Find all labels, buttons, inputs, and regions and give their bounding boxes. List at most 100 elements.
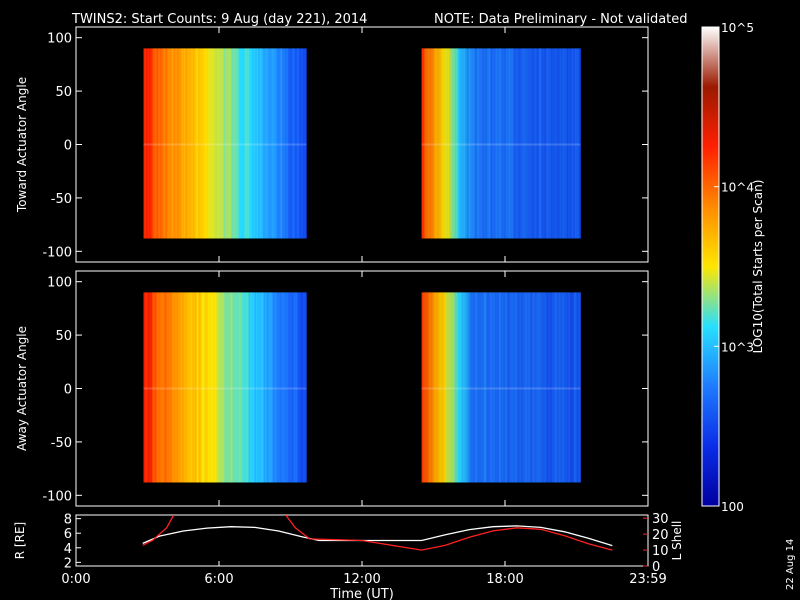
heatmap-stripe — [151, 292, 153, 483]
heatmap-stripe — [232, 48, 234, 239]
heatmap-stripe — [256, 48, 258, 239]
heatmap-stripe — [246, 292, 248, 483]
heatmap-stripe — [149, 48, 151, 239]
heatmap-stripe — [500, 292, 502, 483]
heatmap-stripe — [457, 48, 459, 239]
heatmap-stripe — [492, 48, 494, 239]
heatmap-stripe — [571, 292, 573, 483]
heatmap-stripe — [289, 292, 291, 483]
heatmap-stripe — [524, 292, 526, 483]
heatmap-stripe — [163, 48, 165, 239]
heatmap-stripe — [235, 292, 237, 483]
heatmap-stripe — [490, 48, 492, 239]
heatmap-stripe — [469, 292, 471, 483]
heatmap-stripe — [268, 292, 270, 483]
heatmap-stripe — [186, 48, 188, 239]
heatmap-stripe — [475, 48, 477, 239]
heatmap-stripe — [211, 48, 213, 239]
heatmap-stripe — [250, 48, 252, 239]
heatmap-stripe — [555, 292, 557, 483]
heatmap-stripe — [531, 48, 533, 239]
heatmap-stripe — [181, 292, 183, 483]
heatmap-stripe — [523, 48, 525, 239]
heatmap-stripe — [276, 48, 278, 239]
heatmap-stripe — [244, 292, 246, 483]
heatmap-stripe — [468, 48, 470, 239]
heatmap-stripe — [164, 292, 166, 483]
orbit-lines — [142, 515, 613, 551]
zero-angle-band — [421, 143, 581, 146]
heatmap-stripe — [236, 292, 238, 483]
heatmap-stripe — [444, 292, 446, 483]
heatmap-stripe — [288, 48, 290, 239]
heatmap-stripe — [203, 48, 205, 239]
heatmap-stripe — [192, 292, 194, 483]
heatmap-stripe — [301, 48, 303, 239]
heatmap-stripe — [552, 48, 554, 239]
heatmap-stripe — [570, 48, 572, 239]
heatmap-stripe — [216, 292, 218, 483]
heatmap-stripe — [554, 292, 556, 483]
heatmap-stripe — [500, 48, 502, 239]
heatmap-stripe — [446, 292, 448, 483]
heatmap-stripe — [430, 48, 432, 239]
heatmap-stripe — [289, 48, 291, 239]
heatmap-stripe — [465, 292, 467, 483]
heatmap-stripe — [158, 48, 160, 239]
heatmap-stripe — [440, 48, 442, 239]
heatmap-stripe — [487, 292, 489, 483]
heatmap-stripe — [232, 292, 234, 483]
heatmap-stripe — [235, 48, 237, 239]
heatmap-stripe — [520, 292, 522, 483]
heatmap-stripe — [532, 292, 534, 483]
heatmap-stripe — [487, 48, 489, 239]
heatmap-stripe — [424, 292, 426, 483]
heatmap-stripe — [519, 48, 521, 239]
y-tick-label: 0 — [64, 139, 72, 154]
heatmap-stripe — [432, 292, 434, 483]
heatmap-stripe — [277, 48, 279, 239]
heatmap-stripe — [451, 48, 453, 239]
heatmap-stripe — [551, 292, 553, 483]
heatmap-stripe — [430, 292, 432, 483]
heatmap-stripe — [513, 292, 515, 483]
heatmap-stripe — [294, 48, 296, 239]
heatmap-stripe — [299, 292, 301, 483]
x-tick-label: 12:00 — [343, 572, 380, 587]
heatmap-stripe — [451, 292, 453, 483]
heatmap-stripe — [525, 48, 527, 239]
heatmap-stripe — [517, 292, 519, 483]
heatmap-stripe — [473, 48, 475, 239]
heatmap-stripe — [212, 48, 214, 239]
heatmap-stripe — [455, 292, 457, 483]
heatmap-stripe — [503, 48, 505, 239]
heatmap-stripe — [472, 292, 474, 483]
heatmap-stripe — [481, 48, 483, 239]
heatmap-stripe — [250, 292, 252, 483]
heatmap-stripe — [493, 48, 495, 239]
heatmap-stripe — [210, 48, 212, 239]
heatmap-stripe — [209, 292, 211, 483]
heatmap-stripe — [153, 48, 155, 239]
heatmap-stripe — [258, 292, 260, 483]
heatmap-stripe — [459, 48, 461, 239]
heatmap-stripe — [190, 292, 192, 483]
heatmap-stripe — [558, 292, 560, 483]
heatmap-stripe — [281, 48, 283, 239]
heatmap-stripe — [296, 48, 298, 239]
heatmap-stripe — [521, 292, 523, 483]
heatmap-stripe — [182, 48, 184, 239]
heatmap-stripe — [467, 292, 469, 483]
heatmap-stripe — [301, 292, 303, 483]
heatmap-stripe — [154, 48, 156, 239]
x-tick-label: 18:00 — [486, 572, 523, 587]
heatmap-stripe — [166, 48, 168, 239]
heatmap-stripe — [572, 48, 574, 239]
heatmap-stripe — [529, 292, 531, 483]
heatmap-stripe — [570, 292, 572, 483]
heatmap-stripe — [147, 48, 149, 239]
heatmap-stripe — [156, 48, 158, 239]
colorbar: 10^5 10^4 10^3 100 LOG10(Total Starts per Sc… — [701, 21, 765, 514]
heatmap-stripe — [268, 48, 270, 239]
heatmap-stripe — [298, 48, 300, 239]
